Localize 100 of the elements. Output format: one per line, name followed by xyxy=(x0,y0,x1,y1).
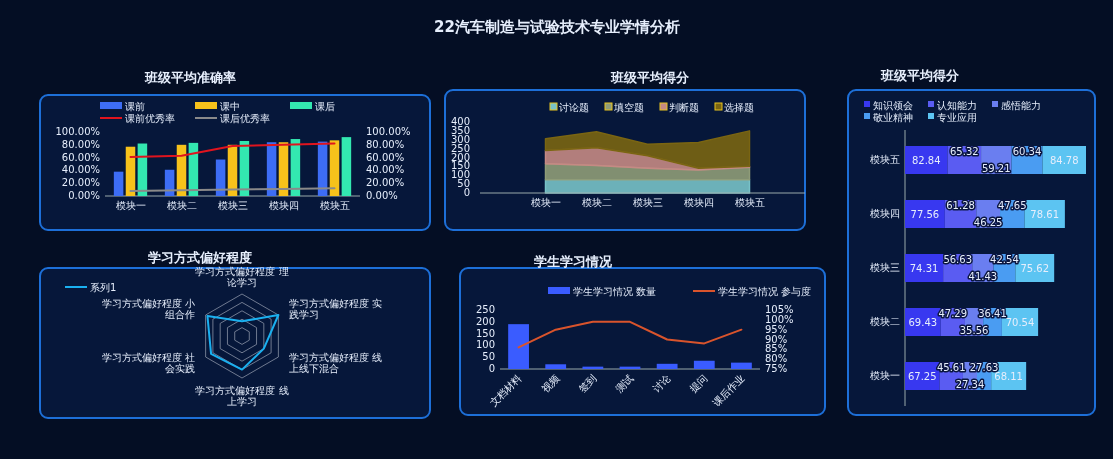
x-tick-label: 模块一 xyxy=(115,200,146,211)
chart-title: 班级平均得分 xyxy=(610,70,690,85)
legend-label: 讨论题 xyxy=(559,101,589,113)
x-tick-label: 模块五 xyxy=(319,200,350,211)
chart-title: 学生学习情况 xyxy=(534,254,613,269)
y2-tick-label: 90% xyxy=(765,333,788,345)
spoke-label: 学习方式偏好程度 线上线下混合 xyxy=(288,351,382,374)
data-label: 65.32 xyxy=(949,146,979,157)
y-tick-label: 60.00% xyxy=(61,151,100,163)
line-series xyxy=(517,320,743,349)
spoke-label: 学习方式偏好程度 小组合作 xyxy=(102,297,196,320)
data-label: 78.61 xyxy=(1030,209,1060,220)
y-tick-label: 40.00% xyxy=(61,164,100,176)
x-tick-label: 签到 xyxy=(576,372,599,395)
y-tick-label: 100 xyxy=(475,339,495,351)
y-tick-label: 250 xyxy=(475,304,495,315)
line-series xyxy=(129,142,336,158)
data-label: 67.25 xyxy=(907,371,937,382)
legend-label: 专业应用 xyxy=(937,111,977,123)
chart-title: 班级平均准确率 xyxy=(143,70,236,85)
x-tick-label: 模块三 xyxy=(632,197,663,208)
data-label: 47.29 xyxy=(938,308,968,319)
y2-tick-label: 100% xyxy=(765,313,794,325)
y-tick-label: 200 xyxy=(475,315,495,327)
x-tick-label: 模块五 xyxy=(734,197,765,208)
spoke-label: 学习方式偏好程度 线上学习 xyxy=(195,385,289,407)
bar xyxy=(693,360,715,369)
x-tick-label: 模块四 xyxy=(268,200,299,211)
y-tick-label: 模块四 xyxy=(870,208,900,219)
y2-tick-label: 40.00% xyxy=(366,164,405,176)
data-label: 41.43 xyxy=(968,271,998,282)
x-tick-label: 课后作业 xyxy=(710,372,747,409)
data-label: 27.63 xyxy=(969,362,999,373)
legend-label: 填空题 xyxy=(613,101,644,113)
data-label: 59.21 xyxy=(981,163,1011,174)
legend-label: 课后 xyxy=(315,100,335,112)
x-tick-label: 模块四 xyxy=(683,197,714,208)
y-tick-label: 模块三 xyxy=(870,262,900,273)
y-tick-label: 0 xyxy=(463,187,470,198)
y2-tick-label: 95% xyxy=(765,323,788,335)
data-label: 47.65 xyxy=(997,200,1027,211)
legend-label: 课中 xyxy=(220,100,240,112)
legend-label: 学生学习情况 数量 xyxy=(573,285,657,297)
y2-tick-label: 100.00% xyxy=(366,126,411,137)
y-tick-label: 100.00% xyxy=(55,126,100,137)
bar xyxy=(329,140,340,196)
y-tick-label: 250 xyxy=(450,142,470,154)
y-tick-label: 50 xyxy=(457,178,470,190)
y2-tick-label: 75% xyxy=(765,363,788,374)
spoke-label: 学习方式偏好程度 实践学习 xyxy=(288,297,382,320)
legend-label: 课后优秀率 xyxy=(220,112,270,124)
bar xyxy=(731,362,752,369)
data-label: 84.78 xyxy=(1049,155,1079,166)
y-tick-label: 模块二 xyxy=(870,316,900,327)
y2-tick-label: 0.00% xyxy=(366,190,398,201)
legend-label: 敬业精神 xyxy=(873,111,913,123)
x-tick-label: 讨论 xyxy=(650,372,673,395)
data-label: 60.34 xyxy=(1012,146,1042,157)
bar xyxy=(113,171,124,196)
y-tick-label: 150 xyxy=(450,160,470,172)
x-tick-label: 测试 xyxy=(613,372,636,395)
data-label: 82.84 xyxy=(911,155,941,166)
y-tick-label: 50 xyxy=(482,351,495,363)
data-label: 69.43 xyxy=(908,317,938,328)
bar xyxy=(341,137,352,196)
text: 22汽车制造与试验技术专业学情分析 xyxy=(434,18,680,36)
y-tick-label: 350 xyxy=(450,124,470,136)
y-tick-label: 300 xyxy=(450,133,470,145)
data-label: 42.54 xyxy=(990,254,1019,265)
data-label: 35.56 xyxy=(959,325,989,336)
data-label: 77.56 xyxy=(910,209,940,220)
x-tick-label: 文档材料 xyxy=(487,372,524,409)
legend-label: 课前优秀率 xyxy=(125,112,175,124)
data-label: 61.28 xyxy=(946,200,975,211)
legend-label: 课前 xyxy=(125,100,145,112)
bar xyxy=(905,200,945,228)
y2-tick-label: 20.00% xyxy=(366,177,405,189)
y2-tick-label: 80.00% xyxy=(366,138,405,150)
data-label: 27.34 xyxy=(955,379,985,390)
x-tick-label: 模块三 xyxy=(217,200,248,211)
bar xyxy=(1042,146,1086,174)
y2-tick-label: 60.00% xyxy=(366,151,405,163)
data-label: 74.31 xyxy=(909,263,939,274)
y2-tick-label: 105% xyxy=(765,304,794,315)
legend-label: 认知能力 xyxy=(937,99,977,111)
bar xyxy=(545,364,567,369)
y-tick-label: 0 xyxy=(488,363,495,374)
chart-title: 学习方式偏好程度 xyxy=(148,250,252,265)
bar xyxy=(656,363,678,369)
y-tick-label: 150 xyxy=(475,327,495,339)
x-tick-label: 模块一 xyxy=(530,197,561,208)
data-label: 45.61 xyxy=(936,362,966,373)
bar xyxy=(508,324,529,369)
spoke-label: 学习方式偏好程度 理论学习 xyxy=(195,266,289,288)
legend-label: 系列1 xyxy=(90,281,117,293)
spoke-label: 学习方式偏好程度 社会实践 xyxy=(102,351,196,374)
x-tick-label: 模块二 xyxy=(166,200,197,211)
y-tick-label: 20.00% xyxy=(61,177,100,189)
y2-tick-label: 80% xyxy=(765,353,788,365)
legend-label: 选择题 xyxy=(724,101,754,113)
